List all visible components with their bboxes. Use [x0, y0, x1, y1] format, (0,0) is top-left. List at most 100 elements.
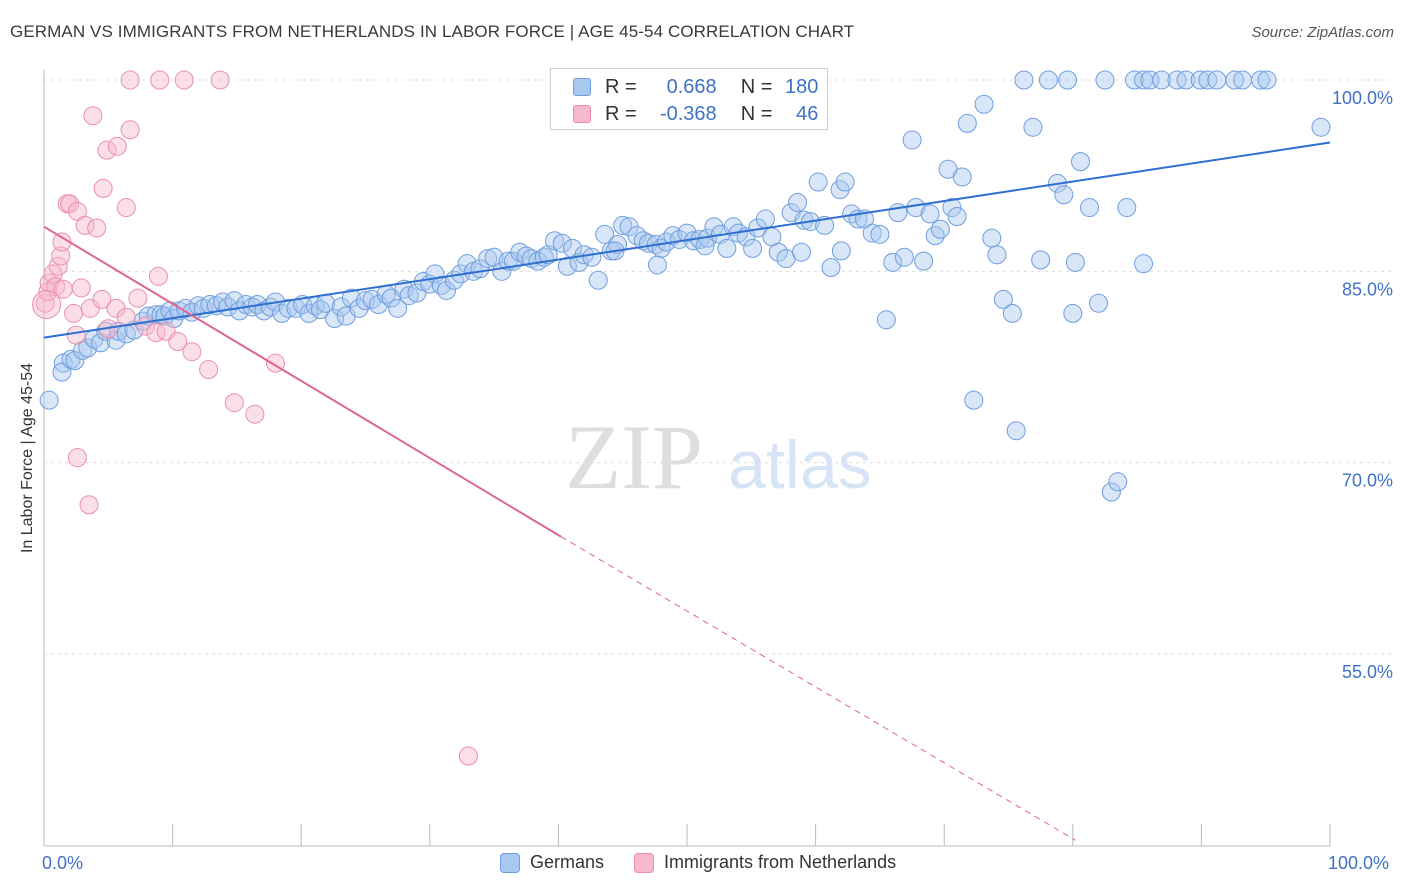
netherlands-point	[97, 140, 117, 160]
germans-point	[595, 224, 615, 244]
netherlands-point	[67, 448, 87, 468]
netherlands-point	[458, 746, 478, 766]
germans-point	[582, 247, 602, 267]
germans-point	[883, 252, 903, 272]
legend-r-label: R =	[605, 102, 637, 125]
germans-point	[310, 300, 330, 320]
germans-point	[920, 204, 940, 224]
germans-point	[768, 242, 788, 262]
germans-point	[278, 298, 298, 318]
germans-point	[964, 390, 984, 410]
germans-point	[341, 288, 361, 308]
germans-point	[362, 289, 382, 309]
netherlands-point	[146, 323, 166, 343]
germans-point	[399, 286, 419, 306]
axes	[43, 70, 1331, 847]
germans-point	[437, 280, 457, 300]
netherlands-point	[128, 288, 148, 308]
legend-n-value: 180	[785, 75, 819, 98]
netherlands-point	[60, 194, 80, 214]
y-tick-labels: 55.0% 70.0% 85.0% 100.0%	[1332, 88, 1393, 682]
germans-point	[1117, 198, 1137, 218]
netherlands-trend-extension	[560, 536, 1076, 841]
germans-point	[39, 390, 59, 410]
netherlands-point	[245, 404, 265, 424]
germans-point	[942, 198, 962, 218]
germans-point	[65, 351, 85, 371]
germans-point	[723, 217, 743, 237]
netherlands-point	[51, 246, 71, 266]
germans-point	[627, 226, 647, 246]
legend-item-germans: Germans	[500, 852, 604, 873]
germans-point	[1101, 482, 1121, 502]
germans-point	[588, 270, 608, 290]
germans-point	[815, 215, 835, 235]
netherlands-point	[87, 218, 107, 238]
germans-point	[1054, 185, 1074, 205]
netherlands-point	[182, 342, 202, 362]
germans-point	[876, 310, 896, 330]
x-tick-label-max: 100.0%	[1328, 853, 1390, 873]
netherlands-point	[79, 495, 99, 515]
legend-row-netherlands: R = -0.368 N = 46	[573, 101, 818, 127]
netherlands-point	[210, 70, 230, 90]
germans-point	[272, 303, 292, 323]
x-tick-label-min: 0.0%	[42, 853, 84, 873]
y-tick-label: 100.0%	[1332, 88, 1393, 108]
germans-point	[947, 206, 967, 226]
germans-point	[835, 172, 855, 192]
germans-point	[478, 249, 498, 269]
germans-point	[1257, 70, 1277, 90]
germans-point	[545, 231, 565, 251]
legend-n-label: N =	[740, 102, 773, 125]
germans-point	[1058, 70, 1078, 90]
germans-point	[1038, 70, 1058, 90]
germans-point	[613, 215, 633, 235]
germans-point	[1134, 254, 1154, 274]
germans-point	[1108, 472, 1128, 492]
germans-point	[356, 291, 375, 311]
germans-point	[1002, 303, 1022, 323]
watermark-atlas: atlas	[728, 427, 872, 503]
germans-trend-line	[43, 141, 1331, 339]
germans-point	[1089, 293, 1109, 313]
germans-point	[902, 130, 922, 150]
netherlands-trend-line	[43, 225, 562, 538]
germans-point	[1311, 117, 1331, 137]
germans-point	[755, 209, 775, 229]
legend-label-netherlands: Immigrants from Netherlands	[664, 852, 897, 872]
germans-point	[717, 238, 737, 258]
germans-point	[1207, 70, 1227, 90]
series-legend: Germans Immigrants from Netherlands	[500, 852, 926, 873]
watermark-zip: ZIP	[565, 406, 703, 508]
germans-point	[325, 309, 345, 329]
legend-n-value: 46	[796, 102, 819, 125]
legend-swatch-germans	[500, 852, 520, 873]
legend-r-label: R =	[605, 75, 637, 98]
germans-point	[1190, 70, 1210, 90]
germans-point	[743, 238, 763, 258]
netherlands-point	[116, 198, 136, 218]
germans-point	[993, 289, 1013, 309]
germans-point	[1065, 252, 1085, 272]
germans-point	[1014, 70, 1034, 90]
germans-point	[862, 223, 882, 243]
netherlands-point	[168, 331, 188, 351]
germans-point	[831, 241, 851, 261]
germans-point	[1152, 70, 1172, 90]
legend-n-label: N =	[740, 75, 773, 98]
netherlands-point	[150, 70, 170, 90]
legend-r-value: -0.368	[659, 102, 717, 125]
germans-point	[791, 242, 811, 262]
germans-point	[870, 224, 890, 244]
germans-point	[1095, 70, 1115, 90]
netherlands-point	[199, 360, 219, 380]
netherlands-point	[71, 278, 91, 298]
germans-point	[470, 259, 490, 279]
germans-point	[1233, 70, 1253, 90]
germans-point	[1176, 70, 1196, 90]
legend-swatch-netherlands	[634, 852, 655, 873]
stats-legend: R = 0.668 N = 180 R = -0.368 N = 46	[550, 68, 828, 130]
germans-point	[982, 228, 1002, 248]
germans-point	[914, 251, 934, 271]
